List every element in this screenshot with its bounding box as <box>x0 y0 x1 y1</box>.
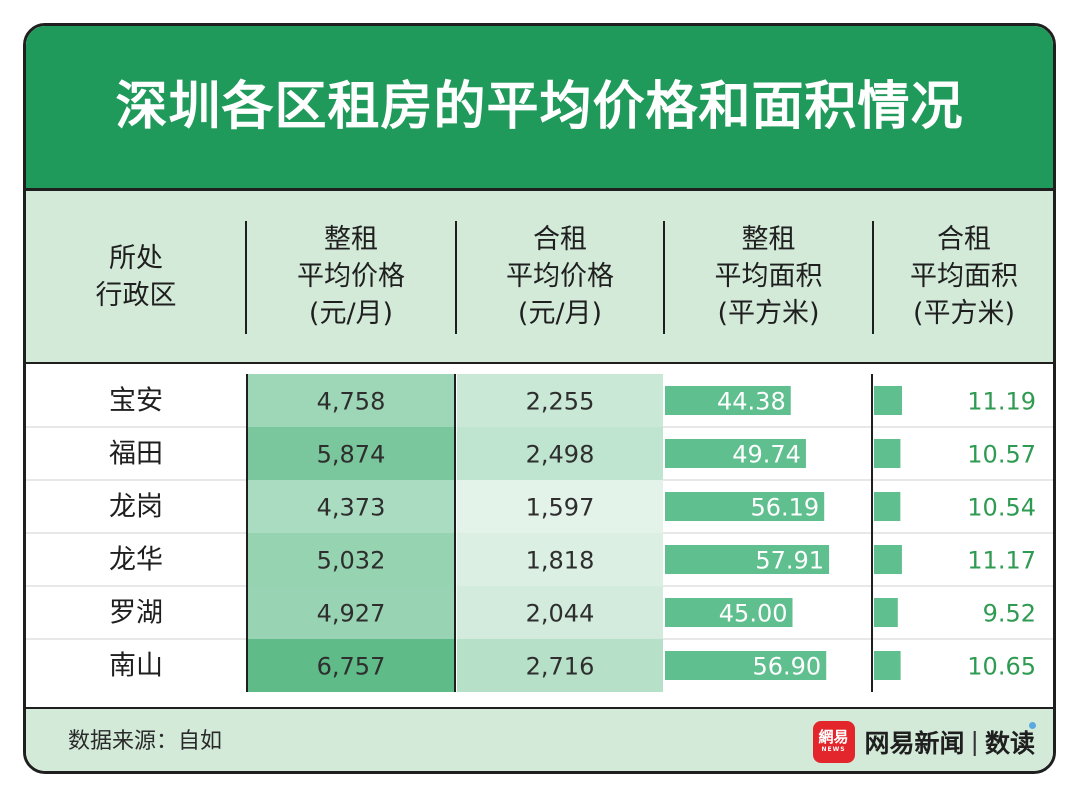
header-district: 所处 行政区 <box>26 191 246 362</box>
whole-area-value: 44.38 <box>717 388 786 416</box>
shared-area-value: 10.57 <box>967 441 1036 469</box>
district-label: 宝安 <box>109 386 163 417</box>
shared-area-bar <box>874 439 901 468</box>
district-label: 罗湖 <box>109 598 163 629</box>
footer-bar: 数据来源：自如 網易 NEWS 网易新闻 | 数 读 <box>26 707 1053 771</box>
district-label: 南山 <box>109 651 163 682</box>
district-label: 龙华 <box>109 545 163 576</box>
whole-area-bar <box>665 439 806 468</box>
shared-area-value: 10.65 <box>967 653 1036 681</box>
shared-price-value: 1,818 <box>526 547 595 575</box>
whole-price-value: 6,757 <box>317 653 386 681</box>
header-shared-price-line2: 平均价格 <box>506 261 614 292</box>
header-whole-price-line3: (元/月) <box>308 298 394 329</box>
netease-news-logo: 網易 NEWS <box>812 720 855 763</box>
heat-cell-whole-price <box>247 427 455 480</box>
shared-price-value: 2,044 <box>526 600 595 628</box>
header-whole-price: 整租 平均价格 (元/月) <box>247 191 455 362</box>
heat-cell-whole-price <box>247 586 455 639</box>
shared-price-value: 2,498 <box>526 441 595 469</box>
whole-price-value: 4,927 <box>317 600 386 628</box>
chart-title: 深圳各区租房的平均价格和面积情况 <box>115 77 964 137</box>
header-shared-price: 合租 平均价格 (元/月) <box>457 191 663 362</box>
whole-area-bar <box>665 545 830 574</box>
heat-cell-shared-price <box>457 427 663 480</box>
district-label: 龙岗 <box>109 492 163 523</box>
shared-area-bar <box>874 492 901 521</box>
header-whole-area: 整租 平均面积 (平方米) <box>665 191 872 362</box>
table-header: 所处 行政区 整租 平均价格 (元/月) 合租 平均价格 (元/月) 整租 平均… <box>26 191 1053 364</box>
whole-area-value: 49.74 <box>732 441 801 469</box>
header-divider <box>245 221 247 334</box>
shared-area-bar <box>874 598 898 627</box>
data-source: 数据来源：自如 <box>68 729 223 754</box>
header-whole-area-line2: 平均面积 <box>714 261 823 292</box>
whole-price-value: 5,032 <box>317 547 386 575</box>
whole-area-value: 57.91 <box>755 547 824 575</box>
brand-column-second-char: 读 <box>1009 728 1035 758</box>
infographic-card: 深圳各区租房的平均价格和面积情况 所处 行政区 整租 平均价格 (元/月) 合租… <box>23 23 1056 774</box>
heat-cell-shared-price <box>457 374 663 427</box>
header-shared-price-line3: (元/月) <box>517 298 603 329</box>
data-table-graphic: 宝安 4,758 2,255 44.38 11.19 福田 5,874 2,498 49.74 1… <box>26 374 1053 692</box>
whole-area-value: 56.19 <box>750 494 819 522</box>
header-whole-price-line1: 整租 <box>324 224 378 255</box>
heat-cell-shared-price <box>457 639 663 692</box>
header-whole-area-line1: 整租 <box>741 224 796 255</box>
brand-name: 网易新闻 <box>864 728 965 758</box>
shared-price-value: 1,597 <box>526 494 595 522</box>
header-divider <box>872 221 874 334</box>
logo-text: 網易 <box>818 728 849 746</box>
header-divider <box>455 221 457 334</box>
brand-column-first-char: 数 <box>984 728 1010 758</box>
header-district-line2: 行政区 <box>95 279 177 311</box>
whole-area-value: 45.00 <box>719 600 788 628</box>
whole-area-value: 56.90 <box>752 653 821 681</box>
brand-mark: 網易 NEWS 网易新闻 | 数 读 <box>812 709 1036 771</box>
whole-area-bar <box>665 386 791 415</box>
header-whole-area-line3: (平方米) <box>717 298 820 329</box>
whole-price-value: 5,874 <box>317 441 386 469</box>
whole-area-bar <box>665 598 793 627</box>
header-shared-area-line2: 平均面积 <box>910 261 1018 292</box>
whole-price-value: 4,373 <box>317 494 386 522</box>
shared-area-bar <box>874 386 902 415</box>
header-shared-area-line1: 合租 <box>937 224 991 255</box>
brand-column-last-char: 读 <box>1009 721 1036 760</box>
shared-price-value: 2,716 <box>526 653 595 681</box>
shared-price-value: 2,255 <box>526 388 595 416</box>
whole-area-bar <box>665 492 825 521</box>
header-divider <box>663 221 665 334</box>
header-shared-price-line1: 合租 <box>533 224 587 255</box>
header-shared-area-line3: (平方米) <box>912 298 1016 329</box>
heat-cell-whole-price <box>247 374 455 427</box>
whole-price-value: 4,758 <box>317 388 386 416</box>
table-body: 宝安 4,758 2,255 44.38 11.19 福田 5,874 2,498 49.74 1… <box>26 364 1053 707</box>
shared-area-value: 9.52 <box>983 600 1036 628</box>
heat-cell-shared-price <box>457 533 663 586</box>
shared-area-value: 11.19 <box>967 388 1036 416</box>
district-label: 福田 <box>109 439 163 470</box>
heat-cell-whole-price <box>247 480 455 533</box>
brand-dot-icon <box>1029 721 1036 729</box>
shared-area-bar <box>874 651 901 680</box>
shared-area-bar <box>874 545 902 574</box>
header-whole-price-line2: 平均价格 <box>297 261 405 292</box>
heat-cell-whole-price <box>247 639 455 692</box>
whole-area-bar <box>665 651 827 680</box>
header-shared-area: 合租 平均面积 (平方米) <box>874 191 1053 362</box>
brand-separator: | <box>970 727 979 756</box>
heat-cell-shared-price <box>457 586 663 639</box>
shared-area-value: 11.17 <box>967 547 1036 575</box>
logo-subtext: NEWS <box>821 746 846 753</box>
shared-area-value: 10.54 <box>967 494 1036 522</box>
header-district-line1: 所处 <box>109 242 163 274</box>
heat-cell-shared-price <box>457 480 663 533</box>
heat-cell-whole-price <box>247 533 455 586</box>
title-band: 深圳各区租房的平均价格和面积情况 <box>26 26 1053 191</box>
